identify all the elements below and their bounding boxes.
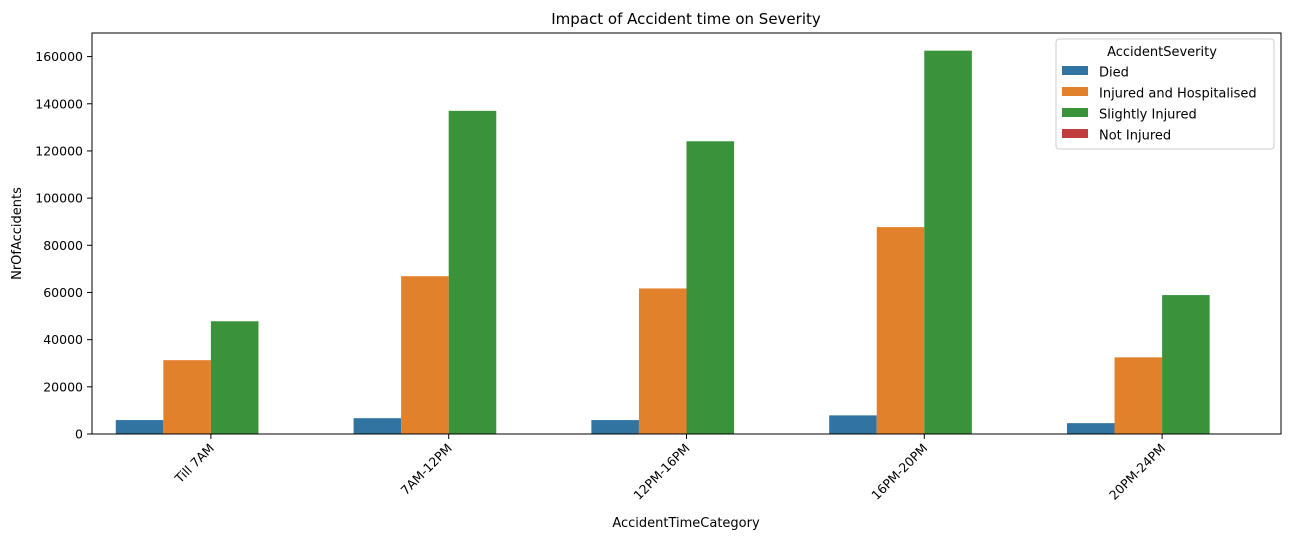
bar-2-3 (924, 50, 972, 434)
bar-2-1 (448, 110, 497, 434)
legend-title: AccidentSeverity (1107, 45, 1217, 60)
legend-label: Died (1099, 66, 1129, 81)
y-axis: 0 20000 40000 60000 80000 100000 120000 140000 1… (35, 49, 92, 442)
x-axis: Till 7AM 7AM-12PM 12PM-16PM 16PM-20PM 20PM-2… (171, 434, 1168, 503)
legend-label: Slightly Injured (1099, 108, 1197, 123)
legend-swatch (1062, 129, 1088, 138)
y-axis-label: NrOfAccidents (10, 187, 25, 280)
y-tick-label: 20000 (43, 379, 83, 394)
y-tick-label: 80000 (43, 238, 83, 253)
y-tick-label: 120000 (35, 143, 83, 158)
y-tick-label: 40000 (43, 332, 83, 347)
legend-label: Injured and Hospitalised (1099, 87, 1257, 102)
legend-box (1055, 38, 1275, 150)
x-tick-label: 16PM-20PM (868, 441, 930, 503)
bar-0-1 (353, 418, 402, 434)
legend-swatch (1062, 87, 1088, 96)
bar-1-0 (163, 360, 211, 434)
chart-title: Impact of Accident time on Severity (551, 10, 821, 28)
bar-1-2 (638, 288, 687, 434)
bar-0-2 (591, 420, 639, 434)
bar-1-1 (401, 276, 449, 434)
x-axis-label: AccidentTimeCategory (612, 516, 760, 531)
legend: AccidentSeverity Died Injured and Hospita… (1055, 38, 1275, 150)
bar-0-3 (829, 415, 877, 434)
bar-1-4 (1114, 357, 1163, 434)
bar-1-3 (876, 227, 925, 434)
legend-swatch (1062, 108, 1088, 117)
y-tick-label: 140000 (35, 96, 83, 111)
x-tick-label: 20PM-24PM (1106, 441, 1168, 503)
y-tick-label: 60000 (43, 285, 83, 300)
bar-2-4 (1162, 295, 1210, 434)
bar-0-4 (1066, 423, 1115, 434)
y-tick-label: 100000 (35, 191, 83, 206)
bar-2-0 (210, 321, 259, 434)
x-tick-label: 12PM-16PM (630, 441, 692, 503)
legend-items: Died Injured and Hospitalised Slightly Inj… (1062, 66, 1257, 144)
bar-0-0 (115, 420, 164, 434)
bar-2-2 (686, 141, 735, 434)
y-tick-label: 0 (75, 427, 83, 442)
legend-label: Not Injured (1099, 129, 1171, 144)
x-tick-label: Till 7AM (171, 441, 217, 487)
y-tick-label: 160000 (35, 49, 83, 64)
legend-swatch (1062, 66, 1088, 75)
x-tick-label: 7AM-12PM (398, 441, 455, 498)
bars-layer (115, 50, 1210, 434)
